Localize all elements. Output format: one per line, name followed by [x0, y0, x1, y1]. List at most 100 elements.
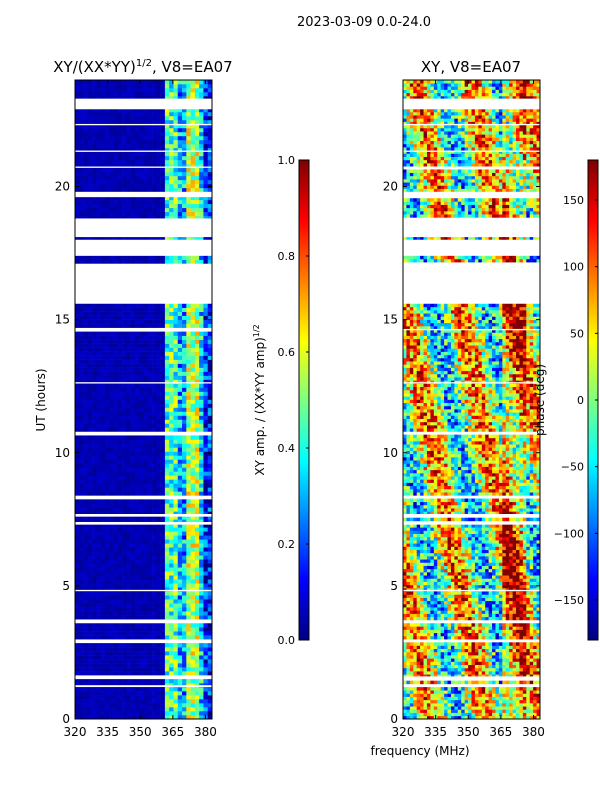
- amplitude-cell: [135, 571, 140, 575]
- phase-cell: [437, 700, 441, 703]
- amplitude-cell: [135, 651, 140, 655]
- amplitude-cell: [195, 623, 200, 627]
- amplitude-cell: [105, 403, 110, 407]
- amplitude-cell: [156, 623, 161, 627]
- amplitude-cell: [92, 348, 97, 352]
- amplitude-cell: [105, 392, 110, 396]
- phase-cell: [530, 706, 534, 709]
- amplitude-cell: [173, 332, 178, 336]
- amplitude-cell: [139, 344, 144, 348]
- amplitude-cell: [148, 388, 153, 392]
- phase-cell: [451, 693, 455, 696]
- amplitude-cell: [139, 491, 144, 495]
- amplitude-cell: [118, 411, 123, 415]
- amplitude-cell: [169, 400, 174, 404]
- amplitude-cell: [148, 655, 153, 659]
- amplitude-cell: [203, 599, 208, 603]
- amplitude-cell: [186, 475, 191, 479]
- amplitude-cell: [131, 176, 136, 180]
- amplitude-cell: [152, 703, 157, 707]
- phase-cell: [420, 709, 424, 712]
- amplitude-cell: [173, 112, 178, 116]
- amplitude-cell: [79, 180, 84, 184]
- amplitude-cb-tick-label: 0.2: [278, 538, 296, 551]
- amplitude-cell: [122, 316, 127, 320]
- amplitude-cell: [122, 647, 127, 651]
- amplitude-cell: [118, 571, 123, 575]
- amplitude-cell: [178, 603, 183, 607]
- amplitude-cell: [148, 579, 153, 583]
- amplitude-cell: [152, 559, 157, 563]
- amplitude-cell: [173, 655, 178, 659]
- amplitude-cell: [109, 320, 114, 324]
- amplitude-cell: [109, 419, 114, 423]
- amplitude-cell: [109, 691, 114, 695]
- amplitude-cell: [182, 368, 187, 372]
- amplitude-cell: [109, 663, 114, 667]
- amplitude-cell: [88, 132, 93, 136]
- amplitude-cell: [131, 711, 136, 715]
- amplitude-cell: [169, 451, 174, 455]
- amplitude-cell: [105, 615, 110, 619]
- amplitude-cell: [84, 467, 89, 471]
- phase-cell: [499, 693, 503, 696]
- amplitude-cell: [118, 563, 123, 567]
- amplitude-cell: [203, 583, 208, 587]
- amplitude-cell: [118, 667, 123, 671]
- amplitude-cell: [114, 144, 119, 148]
- amplitude-cell: [161, 627, 166, 631]
- amplitude-cell: [79, 260, 84, 264]
- amplitude-cell: [92, 663, 97, 667]
- amplitude-cell: [161, 547, 166, 551]
- amplitude-cell: [186, 651, 191, 655]
- amplitude-cell: [165, 320, 170, 324]
- amplitude-cell: [79, 435, 84, 439]
- amplitude-cell: [114, 384, 119, 388]
- phase-cell: [454, 690, 458, 693]
- amplitude-cell: [199, 376, 204, 380]
- amplitude-cell: [178, 360, 183, 364]
- amplitude-cell: [101, 563, 106, 567]
- amplitude-cell: [203, 491, 208, 495]
- amplitude-cell: [126, 419, 131, 423]
- amplitude-cell: [79, 348, 84, 352]
- amplitude-cell: [79, 376, 84, 380]
- amplitude-cell: [156, 455, 161, 459]
- phase-cell: [458, 690, 462, 693]
- amplitude-cell: [114, 332, 119, 336]
- amplitude-cell: [105, 711, 110, 715]
- amplitude-cell: [88, 136, 93, 140]
- amplitude-cell: [144, 407, 149, 411]
- phase-cell: [417, 681, 421, 684]
- amplitude-cell: [139, 392, 144, 396]
- amplitude-cell: [126, 136, 131, 140]
- amplitude-cell: [96, 491, 101, 495]
- amplitude-cell: [131, 651, 136, 655]
- amplitude-cell: [105, 372, 110, 376]
- amplitude-cell: [195, 136, 200, 140]
- amplitude-cell: [131, 403, 136, 407]
- phase-cell: [516, 690, 520, 693]
- phase-cell: [513, 713, 517, 716]
- amplitude-cell: [92, 419, 97, 423]
- amplitude-cell: [152, 400, 157, 404]
- amplitude-cell: [195, 156, 200, 160]
- amplitude-cell: [135, 703, 140, 707]
- amplitude-cell: [105, 551, 110, 555]
- amplitude-cell: [165, 332, 170, 336]
- amplitude-cell: [75, 176, 80, 180]
- amplitude-cell: [105, 599, 110, 603]
- amplitude-cell: [203, 176, 208, 180]
- phase-cell: [478, 706, 482, 709]
- amplitude-cell: [131, 156, 136, 160]
- amplitude-cell: [144, 703, 149, 707]
- amplitude-cell: [109, 132, 114, 136]
- amplitude-cell: [199, 447, 204, 451]
- amplitude-cell: [131, 591, 136, 595]
- amplitude-cell: [178, 88, 183, 92]
- phase-cell: [485, 690, 489, 693]
- amplitude-cell: [191, 384, 196, 388]
- amplitude-cell: [152, 651, 157, 655]
